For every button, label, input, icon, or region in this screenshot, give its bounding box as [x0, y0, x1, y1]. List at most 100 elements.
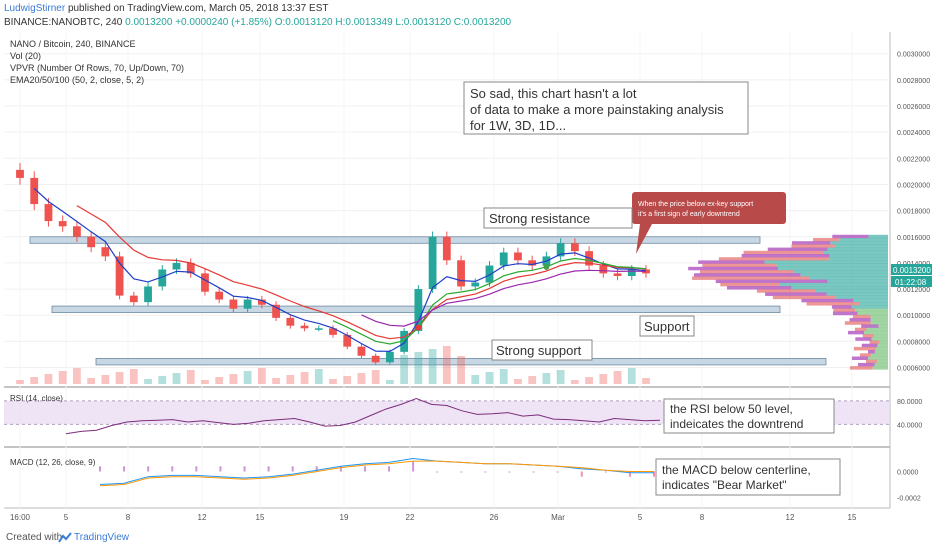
macd-histogram-bar	[508, 471, 511, 473]
macd-histogram-bar	[123, 466, 126, 472]
vpvr-bar-down	[715, 279, 828, 284]
vpvr-bar-down	[718, 257, 829, 261]
volume-bar	[514, 379, 522, 384]
vpvr-bar-down	[806, 302, 860, 306]
current-price-badge-text: 0.0013200	[893, 266, 931, 275]
vpvr-bar-down	[857, 362, 875, 367]
macd-histogram-bar	[484, 471, 487, 473]
price-tick-label: 0.0028000	[897, 78, 930, 85]
vpvr-bar-up	[864, 330, 888, 335]
vpvr-bar-down	[720, 282, 780, 287]
macd-histogram-bar	[195, 466, 198, 472]
vpvr-bar-down	[741, 253, 830, 258]
tradingview-brand: TradingView	[74, 532, 130, 543]
candle-body	[457, 260, 465, 287]
vpvr-bar-down	[855, 337, 872, 341]
volume-bar	[343, 376, 352, 384]
macd-histogram-bar	[580, 471, 583, 477]
vpvr-bar-up	[779, 282, 888, 287]
candle-body	[229, 299, 238, 309]
footer: Created with TradingView	[0, 526, 932, 550]
volume-bar	[115, 372, 124, 384]
support-label: Support	[644, 319, 690, 334]
vpvr-bar-down	[832, 311, 858, 316]
price-tick-label: 0.0022000	[897, 156, 930, 163]
macd-histogram-bar	[243, 466, 246, 472]
candle-body	[556, 243, 565, 257]
candle-body	[357, 346, 366, 356]
volume-bar	[386, 380, 394, 384]
candle-body	[158, 269, 167, 287]
support-label-box	[639, 315, 695, 337]
time-tick-label: 15	[256, 513, 265, 522]
note-line-1: So sad, this chart hasn't a lot	[470, 86, 637, 101]
candle-body	[400, 330, 409, 352]
volume-bar	[73, 368, 81, 384]
candle-body	[215, 291, 224, 300]
candle-body	[442, 236, 451, 261]
published-text: published on TradingView.com, March 05, …	[67, 3, 329, 14]
volume-bar	[16, 380, 24, 384]
candle-body	[599, 265, 608, 274]
vpvr-bar-down	[859, 353, 872, 357]
vpvr-bar-up	[876, 359, 888, 364]
volume-bar	[172, 373, 181, 384]
vpvr-bar-down	[852, 314, 871, 319]
candle-body	[272, 304, 280, 318]
candle-body	[172, 262, 181, 270]
vpvr-bar-up	[876, 346, 888, 351]
macd-histogram-bar	[460, 471, 463, 473]
rsi-note-box	[663, 398, 835, 434]
volume-bar	[485, 372, 494, 384]
volume-bar	[599, 374, 608, 384]
macd-histogram-bar	[412, 461, 415, 472]
chart-area[interactable]: 0.0030000 0.0028000 0.0026000 0.0024000 0.00…	[0, 32, 932, 528]
countdown-badge	[891, 276, 932, 287]
vpvr-bar-down	[700, 270, 795, 274]
macd-histogram-bar	[291, 466, 294, 472]
vpvr-bar-up	[827, 279, 888, 284]
volume-bar	[371, 370, 380, 384]
vpvr-bar-down	[743, 250, 823, 255]
candle-body	[514, 252, 522, 261]
tradingview-logo[interactable]: TradingView	[58, 530, 130, 546]
candle-body	[257, 299, 266, 305]
volume-bar	[357, 373, 366, 384]
macd-histogram-bar	[267, 466, 270, 472]
vpvr-bar-down	[831, 305, 852, 309]
candle-body	[485, 265, 494, 283]
candle-body	[243, 299, 252, 309]
ema-100-line	[332, 257, 647, 345]
macd-histogram-bar	[99, 466, 101, 472]
candle-body	[613, 273, 622, 276]
volume-bar	[499, 369, 508, 384]
volume-bar	[300, 372, 309, 384]
vpvr-bar-up	[809, 276, 888, 280]
note-line-2: of data to make a more painstaking analy…	[470, 102, 724, 117]
rsi-label: RSI (14, close)	[10, 394, 63, 403]
vpvr-bar-up	[826, 292, 888, 296]
candle-body	[570, 243, 579, 252]
vpvr-bar-down	[865, 359, 877, 364]
macd-histogram-bar	[556, 471, 559, 473]
vpvr-bar-down	[833, 308, 856, 312]
macd-histogram-bar	[604, 471, 607, 473]
vpvr-bar-up	[830, 241, 888, 245]
author-link[interactable]: LudwigStirner	[4, 3, 66, 14]
time-tick-label: 8	[126, 513, 131, 522]
vpvr-bar-up	[874, 334, 888, 338]
volume-bar	[144, 379, 152, 384]
volume-bar	[186, 370, 195, 384]
price-tick-label: 0.0030000	[897, 52, 930, 59]
ema-long-line	[361, 269, 647, 327]
volume-bar	[642, 378, 650, 384]
volume-bar	[627, 368, 636, 384]
price-tick-label: 0.0012000	[897, 287, 930, 294]
candle-body	[44, 204, 53, 222]
callout-line-1: When the price below ex-key support	[638, 201, 753, 208]
vpvr-bar-up	[764, 260, 888, 264]
countdown-badge-text: 01:22:08	[895, 278, 927, 287]
vpvr-bar-up	[791, 286, 888, 290]
volume-bar	[471, 375, 480, 384]
volume-bar	[229, 374, 238, 384]
